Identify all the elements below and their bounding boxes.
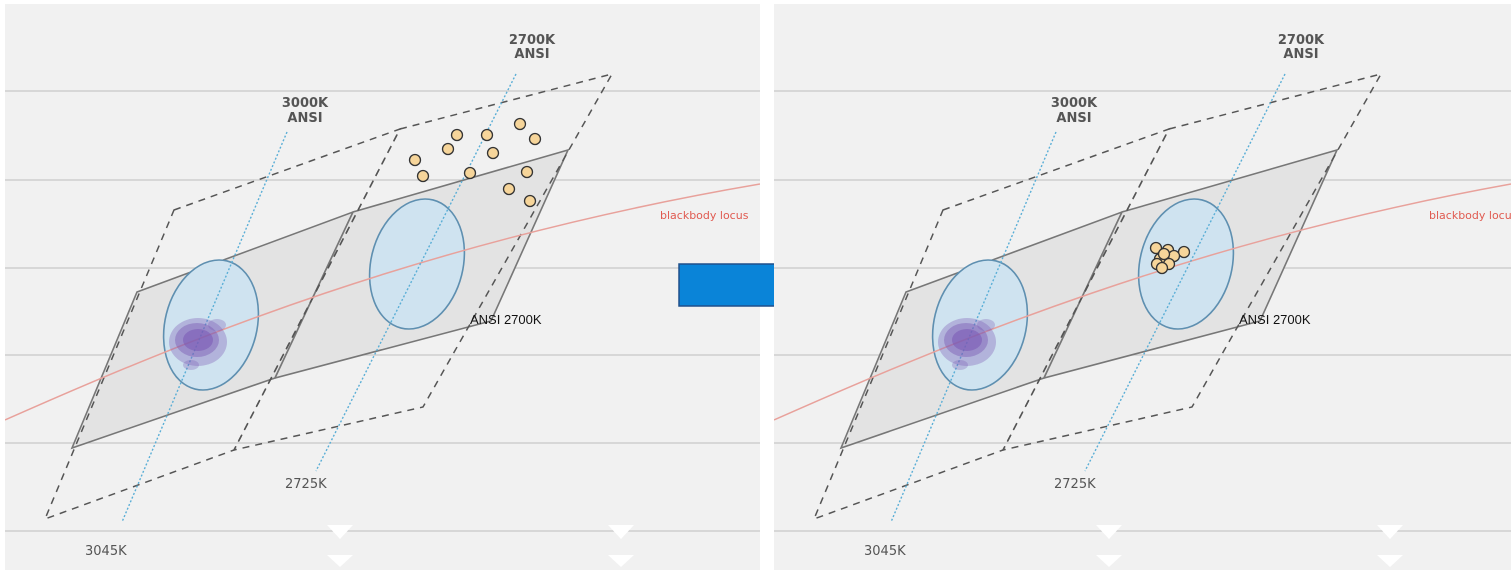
- sample-markers-clustered: [1149, 241, 1191, 275]
- triangle-down-icon: [1377, 525, 1403, 539]
- label-3000k-ansi: ANSI: [1056, 111, 1091, 126]
- bottom-markers: [327, 525, 634, 567]
- blackbody-curve: [774, 183, 1511, 421]
- triangle-down-icon: [1096, 555, 1122, 567]
- ellipse-3000k: [931, 259, 1029, 391]
- label-3000k-ansi: ANSI: [287, 111, 322, 126]
- cct-lines: [890, 73, 1286, 523]
- label-ansi-2700k: ANSI 2700K: [1239, 312, 1311, 327]
- triangle-down-icon: [1096, 525, 1122, 539]
- triangle-down-icon: [327, 525, 353, 539]
- label-ansi-2700k: ANSI 2700K: [470, 312, 542, 327]
- label-3000k: 3000K: [282, 96, 329, 111]
- triangle-down-icon: [608, 555, 634, 567]
- chromaticity-diagram-before: 2700K ANSI 3000K ANSI blackbody locus AN…: [5, 33, 760, 567]
- label-blackbody-locus: blackbody locus: [660, 209, 749, 222]
- panel-after: 2700K ANSI 3000K ANSI blackbody locus AN…: [774, 4, 1511, 570]
- triangle-down-icon: [608, 525, 634, 539]
- label-3045k: 3045K: [864, 544, 906, 559]
- scatter-cloud: [169, 318, 227, 370]
- triangle-down-icon: [327, 555, 353, 567]
- label-3000k: 3000K: [1051, 96, 1098, 111]
- blackbody-curve: [5, 183, 760, 421]
- ellipse-3000k: [162, 259, 260, 391]
- dashed-tolerance-boxes: [43, 72, 614, 521]
- label-2700k-ansi: ANSI: [514, 47, 549, 62]
- label-3045k: 3045K: [85, 544, 127, 559]
- chromaticity-diagram-after: 2700K ANSI 3000K ANSI blackbody locus AN…: [774, 33, 1511, 567]
- label-blackbody-locus: blackbody locus: [1429, 209, 1511, 222]
- label-2700k: 2700K: [1278, 33, 1325, 48]
- panel-before: 2700K ANSI 3000K ANSI blackbody locus AN…: [5, 4, 760, 570]
- triangle-down-icon: [1377, 555, 1403, 567]
- dashed-tolerance-boxes: [812, 72, 1383, 521]
- label-2725k: 2725K: [285, 477, 327, 492]
- label-2725k: 2725K: [1054, 477, 1096, 492]
- label-2700k: 2700K: [509, 33, 556, 48]
- sample-markers: [408, 117, 542, 208]
- scatter-cloud: [938, 318, 996, 370]
- bottom-markers: [1096, 525, 1403, 567]
- cct-lines: [121, 73, 517, 523]
- ellipse-2700k: [1137, 198, 1235, 330]
- label-2700k-ansi: ANSI: [1283, 47, 1318, 62]
